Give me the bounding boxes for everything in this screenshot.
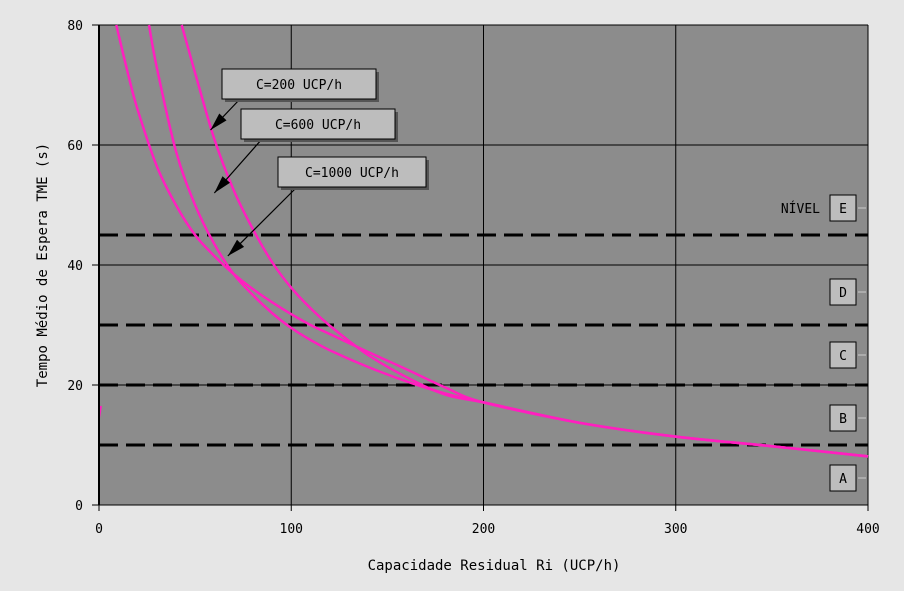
y-tick-label: 20: [67, 379, 83, 394]
annotation-label: C=200 UCP/h: [256, 78, 342, 93]
annotation-arrowhead: [227, 239, 245, 256]
annotation-box: [240, 108, 396, 140]
annotation-box: [277, 156, 427, 188]
level-label: D: [839, 286, 847, 301]
annotation-label: C=1000 UCP/h: [305, 166, 399, 181]
series-group: [98, 24, 869, 458]
annotations-group: C=200 UCP/h C=600 UCP/h C=1000 UCP/h: [210, 68, 429, 257]
level-box: [829, 278, 857, 306]
annotation-arrowhead: [210, 113, 227, 130]
level-label: B: [839, 412, 847, 427]
x-tick-label: 0: [95, 522, 103, 537]
series-line: [115, 24, 869, 458]
x-tick-label: 100: [280, 522, 303, 537]
y-tick-label: 40: [67, 259, 83, 274]
level-box: [829, 404, 857, 432]
x-tick-label: 400: [856, 522, 879, 537]
level-box: [829, 194, 857, 222]
level-box: [829, 341, 857, 369]
y-tick-label: 0: [75, 499, 83, 514]
y-axis-label: Tempo Médio de Espera TME (s): [35, 143, 51, 387]
annotation-box: [221, 68, 377, 100]
ticks-group: 0 100 200 300 400 0 20 40 60 80: [67, 19, 879, 537]
threshold-lines: [99, 233, 868, 447]
level-box: [829, 464, 857, 492]
x-tick-label: 300: [664, 522, 687, 537]
annotation-arrowhead: [214, 176, 231, 193]
annotation-label: C=600 UCP/h: [275, 118, 361, 133]
level-label: C: [839, 349, 847, 364]
levels-group: A B C D E NÍVEL: [781, 194, 866, 492]
level-label: A: [839, 472, 847, 487]
y-tick-label: 60: [67, 139, 83, 154]
grid-lines: [99, 24, 869, 505]
level-label: E: [839, 202, 847, 217]
x-axis-label: Capacidade Residual Ri (UCP/h): [368, 558, 621, 574]
y-tick-label: 80: [67, 19, 83, 34]
x-tick-label: 200: [472, 522, 495, 537]
level-prefix-label: NÍVEL: [781, 201, 820, 217]
